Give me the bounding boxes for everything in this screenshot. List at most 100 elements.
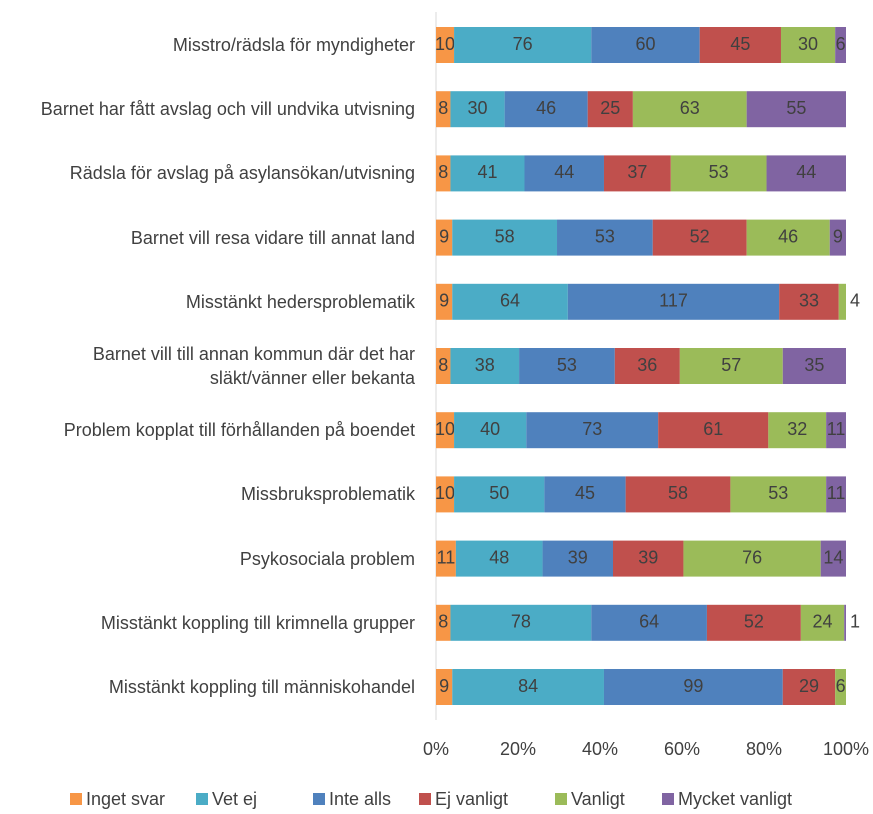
category-text: Missbruksproblematik bbox=[240, 484, 415, 505]
bar-segment bbox=[826, 412, 846, 449]
data-label: 64 bbox=[500, 291, 520, 311]
bar-segment bbox=[679, 348, 783, 384]
data-label: 60 bbox=[635, 34, 655, 54]
bar-segment bbox=[436, 412, 455, 449]
bar-segment bbox=[835, 27, 846, 63]
data-label: 33 bbox=[799, 291, 819, 311]
data-label: 58 bbox=[495, 226, 515, 246]
data-label: 29 bbox=[799, 676, 819, 696]
bar-segment bbox=[782, 669, 836, 705]
data-label: 11 bbox=[827, 419, 846, 439]
bar-segment bbox=[454, 27, 592, 63]
legend-swatch bbox=[196, 793, 208, 805]
bar-segment bbox=[526, 412, 659, 449]
bar-segment bbox=[826, 476, 846, 513]
x-tick-label: 100% bbox=[823, 739, 869, 759]
data-label: 11 bbox=[437, 547, 456, 567]
bar-segment bbox=[746, 219, 830, 256]
data-label: 10 bbox=[435, 34, 455, 54]
category-label: Missbruksproblematik bbox=[5, 464, 415, 524]
bar-segment bbox=[567, 283, 780, 320]
bar-segment bbox=[699, 27, 781, 63]
legend-label: Vet ej bbox=[212, 789, 257, 809]
bar-segment bbox=[504, 91, 588, 128]
bar-segment bbox=[603, 155, 671, 192]
bar-segment bbox=[591, 604, 707, 641]
category-text: Problem kopplat till förhållanden på boe… bbox=[63, 420, 415, 441]
data-label: 10 bbox=[435, 483, 455, 503]
data-label: 30 bbox=[798, 34, 818, 54]
bar-segment bbox=[450, 155, 525, 192]
bar-segment bbox=[587, 91, 633, 128]
data-label: 50 bbox=[489, 483, 509, 503]
bar-segment bbox=[436, 27, 455, 63]
bar-segment bbox=[844, 604, 846, 641]
category-text: Misstänkt koppling till människohandel bbox=[108, 677, 415, 697]
category-label: Barnet har fått avslag och vill undvika … bbox=[5, 79, 415, 139]
data-label: 9 bbox=[439, 676, 449, 696]
legend-label: Vanligt bbox=[571, 789, 625, 809]
bar-segment bbox=[452, 283, 568, 320]
data-label: 53 bbox=[557, 355, 577, 375]
bar-segment bbox=[436, 91, 451, 128]
data-label: 117 bbox=[659, 291, 688, 311]
bar-segment bbox=[436, 476, 455, 513]
bar-segment bbox=[557, 219, 653, 256]
bar-segment bbox=[450, 91, 505, 128]
bar-segment bbox=[614, 348, 680, 384]
bar-segment bbox=[782, 348, 846, 384]
bar-segment bbox=[542, 540, 614, 577]
category-label: Misstänkt koppling till människohandel bbox=[5, 657, 415, 717]
category-label: Psykosociala problem bbox=[5, 529, 415, 589]
legend-swatch bbox=[662, 793, 674, 805]
category-label: Misstänkt koppling till krimnella gruppe… bbox=[5, 593, 415, 653]
category-text: Barnet vill till annan kommun där det ha… bbox=[92, 344, 415, 388]
bar-segment bbox=[800, 604, 845, 641]
category-label: Rädsla för avslag på asylansökan/utvisni… bbox=[5, 143, 415, 203]
data-label: 44 bbox=[554, 162, 574, 182]
bar-segment bbox=[591, 27, 700, 63]
data-label: 40 bbox=[480, 419, 500, 439]
data-label: 24 bbox=[813, 612, 833, 632]
bar-segment bbox=[436, 155, 451, 192]
bar-segment bbox=[820, 540, 846, 577]
data-label: 37 bbox=[627, 162, 647, 182]
data-label: 53 bbox=[595, 226, 615, 246]
x-tick-label: 40% bbox=[582, 739, 618, 759]
data-label: 4 bbox=[850, 291, 860, 311]
data-label: 53 bbox=[768, 483, 788, 503]
bar-segment bbox=[454, 476, 545, 513]
x-tick-label: 60% bbox=[664, 739, 700, 759]
bar-segment bbox=[652, 219, 747, 256]
data-label: 45 bbox=[575, 483, 595, 503]
category-text: Psykosociala problem bbox=[239, 548, 415, 569]
data-label: 52 bbox=[744, 612, 764, 632]
legend-swatch bbox=[70, 793, 82, 805]
bar-segment bbox=[436, 604, 451, 641]
legend-swatch bbox=[313, 793, 325, 805]
category-text: Misstänkt koppling till krimnella gruppe… bbox=[100, 612, 415, 633]
legend-label: Ej vanligt bbox=[435, 789, 508, 809]
data-label: 61 bbox=[703, 419, 723, 439]
category-text: Rädsla för avslag på asylansökan/utvisni… bbox=[69, 163, 415, 184]
category-text: Misstänkt hedersproblematik bbox=[185, 291, 415, 312]
data-label: 76 bbox=[742, 547, 762, 567]
category-label: Problem kopplat till förhållanden på boe… bbox=[5, 400, 415, 460]
bar-segment bbox=[455, 540, 543, 577]
x-tick-label: 0% bbox=[423, 739, 449, 759]
data-label: 46 bbox=[778, 226, 798, 246]
data-label: 84 bbox=[518, 676, 538, 696]
data-label: 64 bbox=[639, 612, 659, 632]
bar-segment bbox=[670, 155, 767, 192]
data-label: 55 bbox=[786, 98, 806, 118]
data-label: 32 bbox=[787, 419, 807, 439]
legend-label: Mycket vanligt bbox=[678, 789, 792, 809]
legend-label: Inget svar bbox=[86, 789, 165, 809]
bar-segment bbox=[746, 91, 846, 128]
bar-segment bbox=[829, 219, 846, 256]
x-tick-label: 20% bbox=[500, 739, 536, 759]
bar-segment bbox=[544, 476, 626, 513]
bar-segment bbox=[658, 412, 769, 449]
data-label: 52 bbox=[690, 226, 710, 246]
